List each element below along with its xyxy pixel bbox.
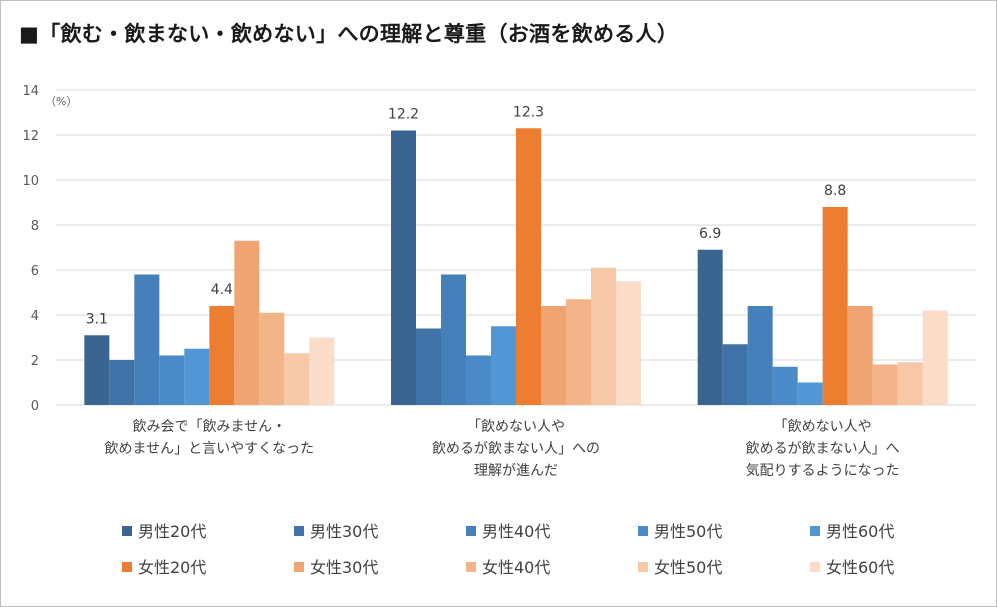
legend-label: 女性20代 [138,558,206,577]
y-tick-label: 2 [31,354,39,369]
y-tick-label: 6 [31,264,39,279]
legend-swatch [466,562,476,572]
bar [541,306,566,405]
y-tick-label: 14 [22,84,39,99]
y-tick-label: 12 [22,129,39,144]
bar [797,382,823,405]
legend-label: 男性50代 [654,522,722,541]
data-label: 12.2 [388,107,419,123]
legend-swatch [810,526,820,536]
category-label: 「飲めない人や [467,419,565,435]
category-label: 理解が進んだ [474,463,558,479]
bar [209,306,235,405]
legend-label: 女性60代 [826,558,894,577]
bar [872,364,898,405]
y-tick-label: 10 [22,174,39,189]
legend-swatch [122,562,132,572]
legend-swatch [810,562,820,572]
bar [897,362,923,405]
bar [722,344,748,405]
bar [109,360,135,405]
bar [516,128,541,405]
legend-label: 男性30代 [310,522,378,541]
data-label: 12.3 [513,104,544,120]
bar [566,299,591,405]
category-label: 飲めるが飲まない人」への [432,441,600,457]
legend-label: 女性50代 [654,558,722,577]
legend-swatch [294,526,304,536]
bar [184,348,210,405]
legend-swatch [466,526,476,536]
bar [616,281,641,405]
chart-title: ■「飲む・飲まない・飲めない」への理解と尊重（お酒を飲める人） [19,22,679,46]
data-label: 3.1 [86,311,108,327]
bar [84,335,110,405]
bar [591,267,616,405]
legend-label: 男性60代 [826,522,894,541]
bar [391,130,416,405]
bar [747,306,773,405]
bar [134,274,160,405]
legend-label: 男性20代 [138,522,206,541]
bar [847,306,873,405]
bar [284,353,310,405]
bar [491,326,516,405]
bar [234,240,260,405]
bar [822,207,848,405]
bar [922,310,948,405]
data-label: 6.9 [699,226,721,242]
category-label: 気配りするようになった [746,463,900,479]
y-tick-label: 8 [31,219,39,234]
legend-swatch [122,526,132,536]
legend-label: 女性30代 [310,558,378,577]
legend-swatch [638,562,648,572]
bar [466,355,491,405]
bar [441,274,466,405]
legend-label: 女性40代 [482,558,550,577]
legend-label: 男性40代 [482,522,550,541]
category-label: 飲めません」と言いやすくなった [105,441,315,457]
y-unit-label: （%） [45,95,77,108]
category-label: 「飲めない人や [774,419,872,435]
data-label: 4.4 [211,282,233,298]
bar [159,355,185,405]
bar [772,366,798,405]
data-label: 8.8 [824,183,846,199]
y-tick-label: 4 [31,309,39,324]
y-tick-label: 0 [31,399,39,414]
bar [416,328,441,405]
legend-swatch [638,526,648,536]
category-label: 飲めるが飲まない人」へ [746,441,900,457]
bar [309,337,335,405]
category-label: 飲み会で「飲みません・ [133,419,287,435]
bar [697,249,723,405]
bar [259,312,285,405]
legend-swatch [294,562,304,572]
